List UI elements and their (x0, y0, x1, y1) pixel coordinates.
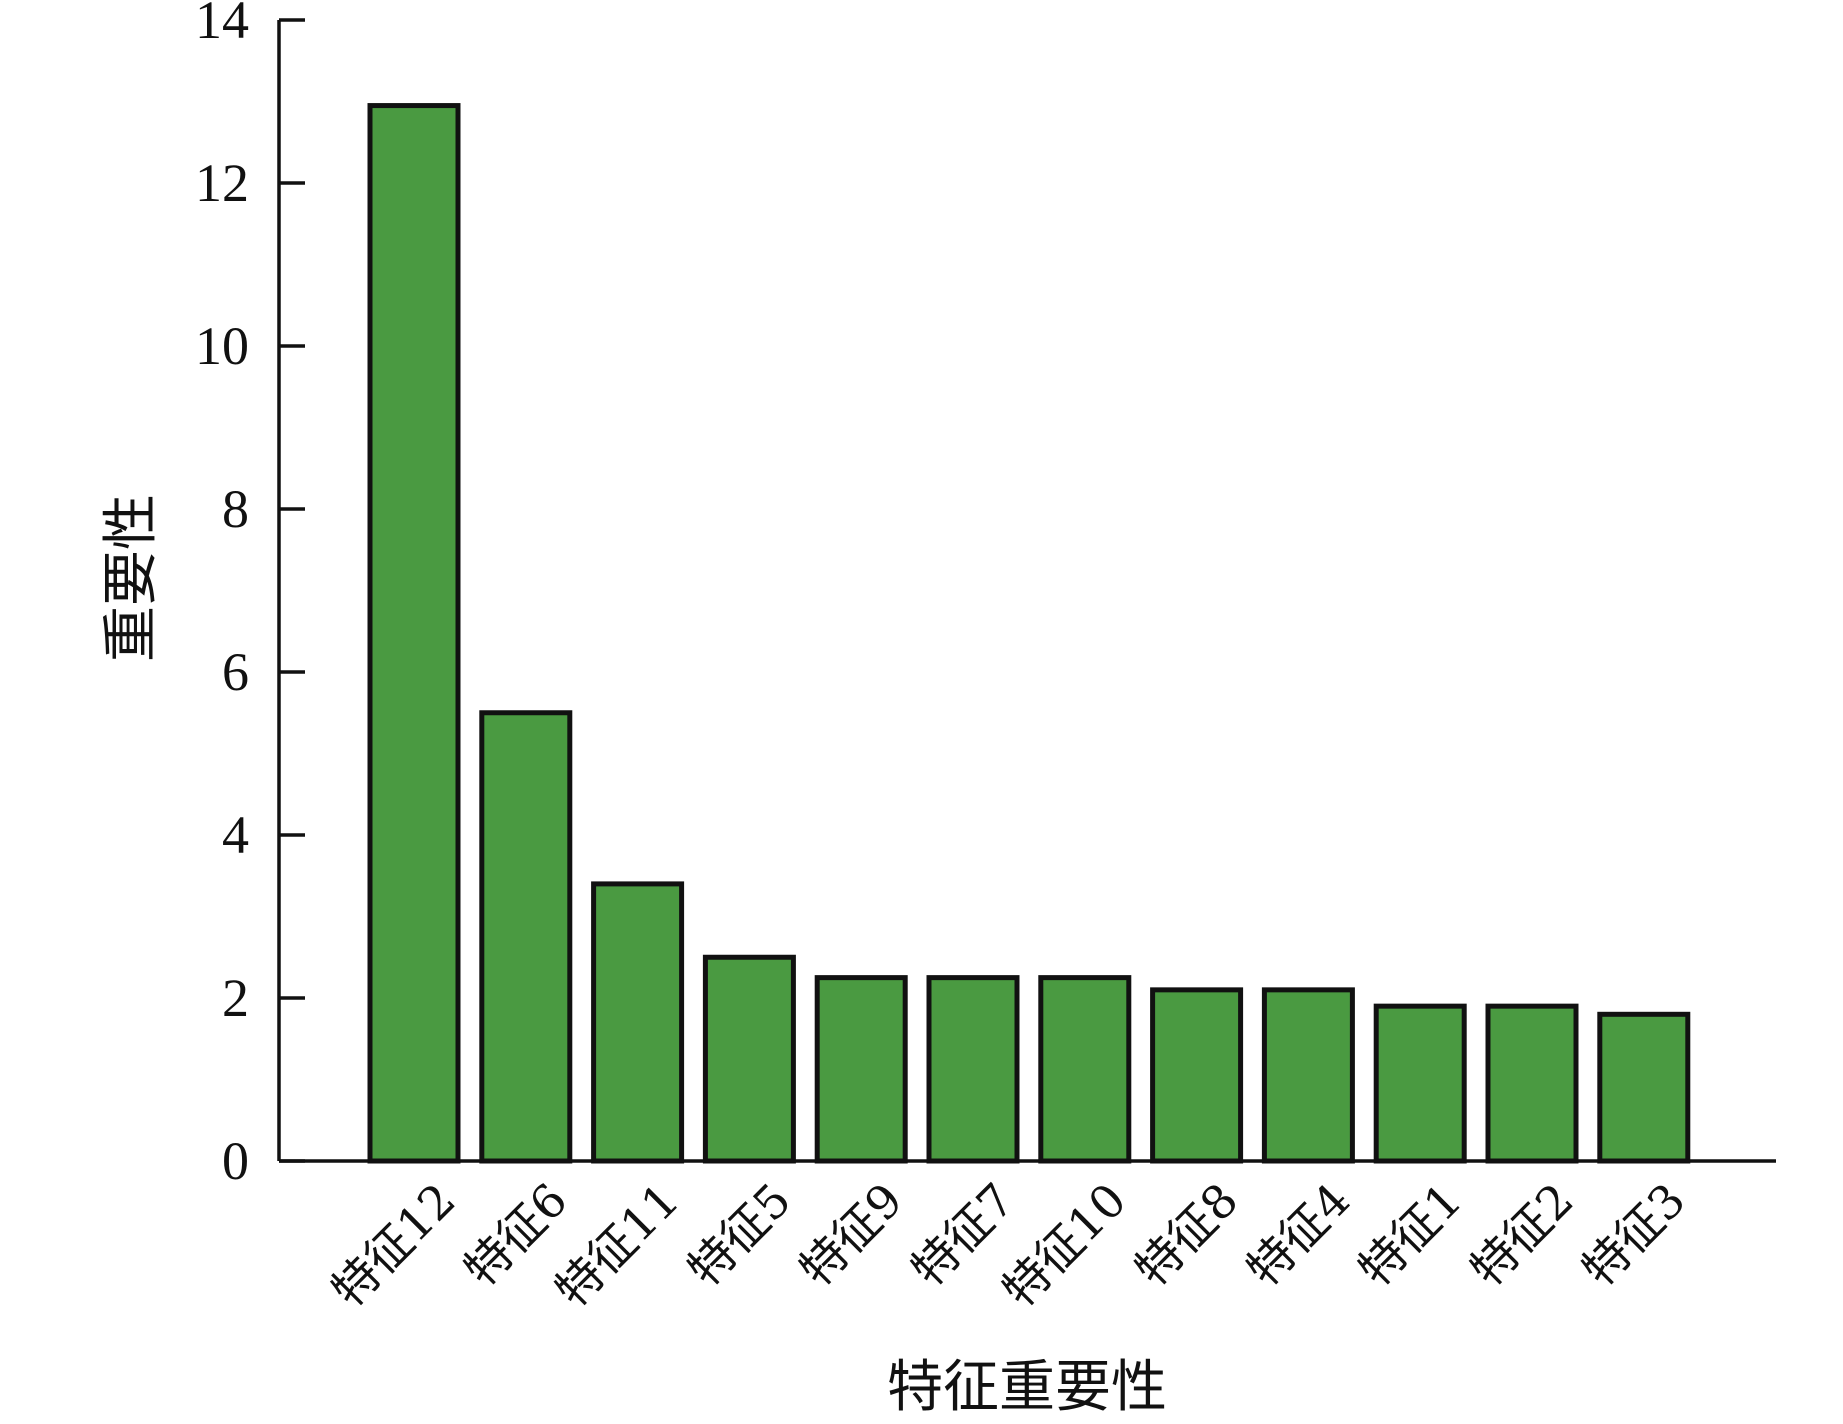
bar (1373, 1003, 1467, 1164)
x-axis-title: 特征重要性 (887, 1355, 1167, 1420)
axes-layer (277, 20, 1776, 1163)
bar (926, 975, 1020, 1164)
bar (1261, 987, 1355, 1164)
y-tick-label: 0 (222, 1131, 249, 1191)
x-tick-label: 特征9 (789, 1173, 913, 1297)
y-tick-label: 10 (195, 316, 249, 376)
x-tick-label: 特征11 (545, 1173, 690, 1318)
bar (1597, 1011, 1691, 1164)
x-tick-label: 特征4 (1236, 1173, 1360, 1297)
y-ticks: 0 2 4 6 8 10 12 14 (195, 0, 305, 1191)
bar (591, 881, 685, 1164)
bar (702, 954, 796, 1164)
bar (1485, 1003, 1579, 1164)
x-tick-label: 特征5 (677, 1173, 801, 1297)
bars-layer (367, 103, 1691, 1164)
x-tick-label: 特征8 (1124, 1173, 1248, 1297)
bar (367, 103, 461, 1164)
x-tick-label: 特征1 (1348, 1173, 1472, 1297)
y-tick-label: 2 (222, 968, 249, 1028)
bar (1150, 987, 1244, 1164)
bar (479, 710, 573, 1164)
y-tick-label: 8 (222, 479, 249, 539)
y-tick-label: 6 (222, 642, 249, 702)
y-tick-label: 14 (195, 0, 249, 50)
y-tick-label: 12 (195, 153, 249, 213)
bar (1038, 975, 1132, 1164)
x-tick-label: 特征3 (1572, 1173, 1696, 1297)
x-tick-label: 特征10 (992, 1173, 1137, 1318)
y-axis-title: 重要性 (99, 494, 164, 662)
y-tick-label: 4 (222, 805, 249, 865)
x-tick-label: 特征12 (321, 1173, 466, 1318)
x-tick-label: 特征2 (1460, 1173, 1584, 1297)
bar (814, 975, 908, 1164)
